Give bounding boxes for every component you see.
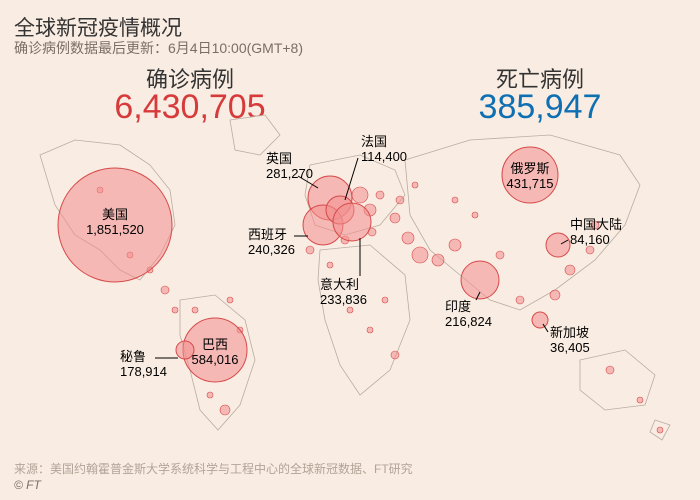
country-label: 意大利233,836	[320, 278, 367, 308]
country-label: 俄罗斯431,715	[502, 162, 558, 192]
country-label: 印度216,824	[445, 300, 492, 330]
country-label: 巴西584,016	[183, 338, 247, 368]
bubble-新加坡	[532, 312, 548, 328]
infographic-canvas: 全球新冠疫情概况 确诊病例数据最后更新：6月4日10:00(GMT+8) 确诊病…	[0, 0, 700, 500]
country-label: 新加坡36,405	[550, 326, 590, 356]
country-label: 西班牙240,326	[248, 228, 295, 258]
bubble-印度	[461, 261, 499, 299]
country-label: 法国114,400	[361, 135, 407, 165]
bubble-意大利	[333, 203, 371, 241]
country-label: 美国1,851,520	[58, 208, 172, 238]
country-label: 英国281,270	[266, 152, 313, 182]
country-label: 中国大陆84,160	[570, 218, 622, 248]
country-label: 秘鲁178,914	[120, 350, 167, 380]
source-text: 来源：美国约翰霍普金斯大学系统科学与工程中心的全球新冠数据、FT研究	[14, 460, 413, 477]
world-map	[0, 0, 700, 500]
credit-text: © FT	[14, 478, 41, 492]
bubble-中国大陆	[546, 233, 570, 257]
